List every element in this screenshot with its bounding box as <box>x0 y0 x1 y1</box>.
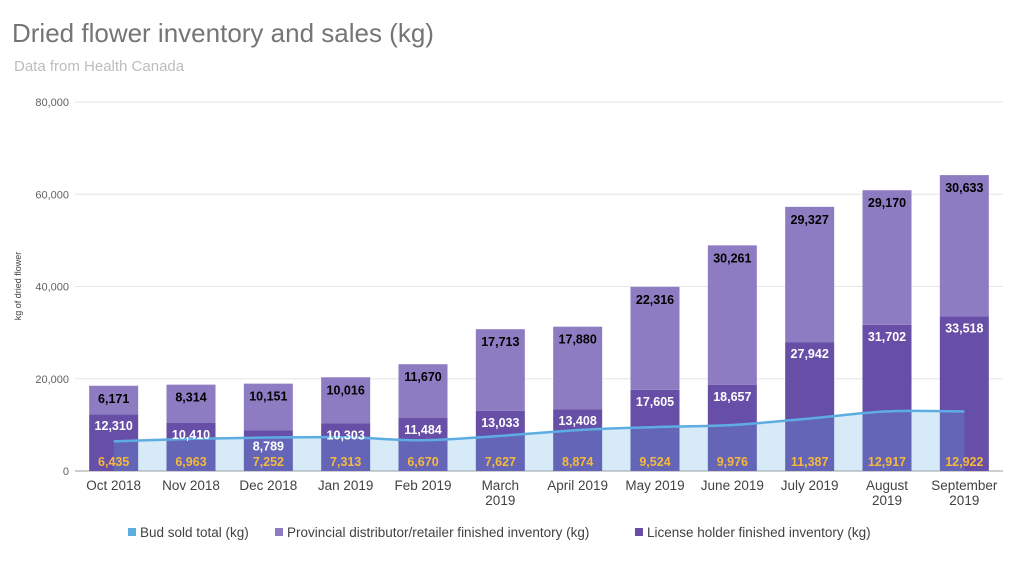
bar-provincial-distributor[interactable] <box>785 206 835 343</box>
x-tick-label: May 2019 <box>625 478 684 493</box>
bud-sold-value-label: 9,976 <box>717 455 748 469</box>
license-value-label: 31,702 <box>868 330 906 344</box>
license-value-label: 33,518 <box>945 321 983 335</box>
x-tick-label: 2019 <box>872 493 902 508</box>
provincial-value-label: 17,713 <box>481 335 519 349</box>
bar-license-holder[interactable] <box>707 384 757 471</box>
bar-license-holder[interactable] <box>553 409 603 471</box>
legend-label[interactable]: License holder finished inventory (kg) <box>647 525 871 540</box>
provincial-value-label: 29,170 <box>868 196 906 210</box>
x-tick-label: Oct 2018 <box>86 478 141 493</box>
license-value-label: 18,657 <box>713 390 751 404</box>
legend-label[interactable]: Bud sold total (kg) <box>140 525 249 540</box>
chart-subtitle: Data from Health Canada <box>14 58 185 75</box>
provincial-value-label: 6,171 <box>98 392 129 406</box>
license-value-label: 27,942 <box>791 347 829 361</box>
legend-label[interactable]: Provincial distributor/retailer finished… <box>287 525 589 540</box>
bar-provincial-distributor[interactable] <box>243 383 293 431</box>
bud-sold-area <box>113 409 965 471</box>
x-tick-label: 2019 <box>949 493 979 508</box>
bud-sold-value-label: 12,917 <box>868 455 906 469</box>
bar-license-holder[interactable] <box>398 418 448 471</box>
license-value-label: 17,605 <box>636 395 674 409</box>
bar-provincial-distributor[interactable] <box>166 384 216 423</box>
data-labels: 6,171 12,310 6,435 8,314 10,410 6,963 10,151 8,… <box>95 181 984 469</box>
x-tick-label: June 2019 <box>701 478 764 493</box>
provincial-value-label: 10,016 <box>327 383 365 397</box>
y-axis: 0 20,000 40,000 60,000 80,000 <box>35 97 69 478</box>
x-axis: Oct 2018 Nov 2018 Dec 2018 Jan 2019 Feb 2019… <box>86 478 998 508</box>
bud-sold-line[interactable] <box>113 409 965 443</box>
bud-sold-value-label: 7,252 <box>253 455 284 469</box>
provincial-value-label: 17,880 <box>559 333 597 347</box>
bud-sold-value-label: 7,627 <box>485 455 516 469</box>
bar-provincial-distributor[interactable] <box>707 245 757 385</box>
provincial-value-label: 22,316 <box>636 293 674 307</box>
license-value-label: 10,303 <box>327 428 365 442</box>
x-tick-label: September <box>931 478 998 493</box>
x-tick-label: Feb 2019 <box>394 478 451 493</box>
y-tick-label: 40,000 <box>35 282 69 294</box>
bar-provincial-distributor[interactable] <box>475 329 525 411</box>
x-tick-label: July 2019 <box>781 478 839 493</box>
gridlines <box>75 101 1003 472</box>
x-tick-label: April 2019 <box>547 478 608 493</box>
bar-license-holder[interactable] <box>785 342 835 471</box>
provincial-value-label: 8,314 <box>175 391 206 405</box>
x-tick-label: Nov 2018 <box>162 478 220 493</box>
x-tick-label: August <box>866 478 908 493</box>
bar-provincial-distributor[interactable] <box>630 286 680 390</box>
bud-sold-value-label: 12,922 <box>945 455 983 469</box>
bar-license-holder[interactable] <box>630 389 680 471</box>
bar-provincial-distributor[interactable] <box>398 364 448 419</box>
legend-swatch[interactable] <box>275 528 283 536</box>
y-tick-label: 80,000 <box>35 97 69 109</box>
bar-license-holder[interactable] <box>89 414 139 471</box>
bud-sold-value-label: 7,313 <box>330 455 361 469</box>
bar-license-holder[interactable] <box>862 324 912 471</box>
legend-swatch[interactable] <box>128 528 136 536</box>
x-tick-label: 2019 <box>485 493 515 508</box>
license-value-label: 8,789 <box>253 439 284 453</box>
license-value-label: 11,484 <box>404 423 442 437</box>
bud-sold-value-label: 8,874 <box>562 455 593 469</box>
x-tick-label: Jan 2019 <box>318 478 374 493</box>
legend-swatch[interactable] <box>635 528 643 536</box>
license-value-label: 12,310 <box>95 419 133 433</box>
bar-provincial-distributor[interactable] <box>321 377 371 424</box>
bar-provincial-distributor[interactable] <box>553 326 603 410</box>
license-value-label: 13,408 <box>559 414 597 428</box>
bar-license-holder[interactable] <box>939 316 989 471</box>
bud-sold-value-label: 6,963 <box>175 455 206 469</box>
provincial-value-label: 30,633 <box>945 181 983 195</box>
license-value-label: 10,410 <box>172 428 210 442</box>
x-tick-label: March <box>482 478 520 493</box>
provincial-value-label: 29,327 <box>791 213 829 227</box>
y-tick-label: 20,000 <box>35 374 69 386</box>
bud-sold-value-label: 6,670 <box>407 455 438 469</box>
bud-sold-value-label: 6,435 <box>98 455 129 469</box>
bar-license-holder[interactable] <box>166 422 216 471</box>
bar-provincial-distributor[interactable] <box>939 175 989 317</box>
bar-provincial-distributor[interactable] <box>862 190 912 325</box>
y-axis-label: kg of dried flower <box>13 252 23 321</box>
legend[interactable]: Bud sold total (kg) Provincial distributo… <box>128 525 871 540</box>
bud-sold-area-fill <box>113 410 965 471</box>
chart-title: Dried flower inventory and sales (kg) <box>12 18 434 48</box>
x-tick-label: Dec 2018 <box>239 478 297 493</box>
y-tick-label: 60,000 <box>35 189 69 201</box>
bar-license-holder[interactable] <box>475 410 525 471</box>
provincial-value-label: 30,261 <box>713 251 751 265</box>
license-value-label: 13,033 <box>481 416 519 430</box>
bud-sold-value-label: 11,387 <box>791 455 829 469</box>
provincial-value-label: 10,151 <box>249 390 287 404</box>
bud-sold-value-label: 9,524 <box>639 455 670 469</box>
bar-license-holder[interactable] <box>321 423 371 471</box>
provincial-value-label: 11,670 <box>404 370 442 384</box>
y-tick-label: 0 <box>63 466 69 478</box>
bar-provincial-distributor[interactable] <box>89 385 139 415</box>
